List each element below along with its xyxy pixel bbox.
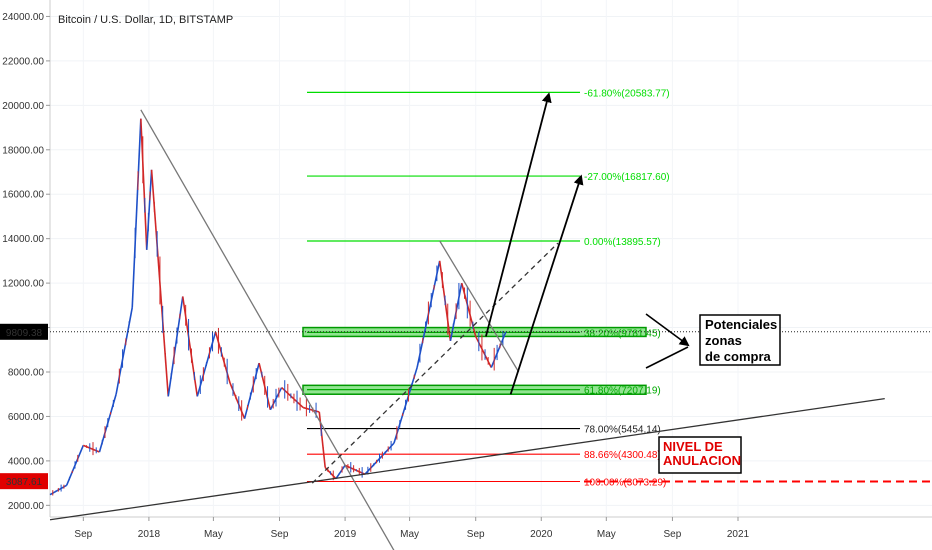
trendline: [49, 398, 885, 521]
x-tick-label: May: [204, 529, 223, 540]
price-segment: [302, 406, 320, 413]
price-tags: 9809.38 3087.61: [0, 323, 48, 490]
projection-arrow: [485, 92, 552, 337]
price-segment: [318, 411, 326, 468]
price-segment: [335, 464, 346, 480]
y-tick-label: 14000.00: [2, 234, 44, 245]
x-tick-label: Sep: [664, 529, 682, 540]
trendlines: [49, 92, 932, 550]
x-tick-label: May: [400, 529, 419, 540]
zones-arrow: [645, 313, 690, 347]
fib-label: 78.00%(5454.14): [584, 425, 661, 436]
x-tick-label: Sep: [74, 529, 92, 540]
y-tick-label: 18000.00: [2, 145, 44, 156]
low-price-tag-label: 3087.61: [6, 477, 43, 488]
fib-label: 0.00%(13895.57): [584, 237, 661, 248]
price-segment: [145, 169, 153, 250]
grid: [50, 0, 932, 517]
y-tick-label: 2000.00: [8, 501, 45, 512]
fib-label: 61.80%(7207.19): [584, 386, 661, 397]
x-axis: Sep 2018 May Sep 2019 May Sep 2020 May Sep 2021: [50, 516, 932, 540]
invalidation-note-text: ANULACION: [663, 453, 741, 468]
zones-note-box: [699, 314, 781, 366]
low-price-tag: [0, 473, 48, 490]
y-tick-label: 22000.00: [2, 56, 44, 67]
trendline: [140, 109, 395, 550]
x-tick-label: May: [597, 529, 616, 540]
y-tick-label: 6000.00: [8, 412, 45, 423]
price-segment: [229, 382, 246, 419]
fib-levels: -61.80%(20583.77) -27.00%(16817.60) 0.00%(…: [307, 88, 670, 488]
price-segment: [181, 296, 199, 397]
chart-title: Bitcoin / U.S. Dollar, 1D, BITSTAMP: [58, 14, 233, 26]
zones-note-text: zonas: [705, 333, 742, 348]
fib-label: 88.66%(4300.48): [584, 450, 661, 461]
x-tick-label: 2021: [727, 529, 750, 540]
price-segment: [214, 331, 231, 384]
price-segment: [243, 362, 260, 419]
current-price-tag: [0, 323, 48, 340]
x-tick-label: Sep: [467, 529, 485, 540]
fib-label: -27.00%(16817.60): [584, 172, 670, 183]
current-price-tag-label: 9809.38: [6, 328, 43, 339]
x-tick-label: 2019: [334, 529, 357, 540]
x-tick-label: Sep: [271, 529, 289, 540]
price-segment: [115, 307, 134, 395]
price-segment: [83, 444, 100, 453]
fib-label: 38.20%(9781.45): [584, 328, 661, 339]
y-tick-label: 8000.00: [8, 368, 45, 379]
projection-arrow: [509, 174, 584, 395]
y-axis: 24000.00 22000.00 20000.00 18000.00 16000.00…: [2, 0, 51, 517]
price-segment: [140, 118, 148, 250]
y-tick-label: 4000.00: [8, 456, 45, 467]
fib-label: 100.00%(3073.29): [584, 477, 666, 488]
y-tick-label: 20000.00: [2, 101, 44, 112]
y-tick-label: 12000.00: [2, 279, 44, 290]
zones-note-text: Potenciales: [705, 317, 777, 332]
y-tick-label: 16000.00: [2, 190, 44, 201]
zones-arrow: [645, 346, 689, 369]
price-segment: [281, 386, 304, 409]
invalidation-note-box: [658, 436, 742, 474]
trendline: [439, 240, 520, 373]
price-segment: [474, 336, 493, 368]
price-segment: [131, 118, 142, 308]
trendline: [311, 242, 559, 484]
x-tick-label: 2018: [138, 529, 161, 540]
invalidation-note-text: NIVEL DE: [663, 439, 723, 454]
x-tick-label: 2020: [530, 529, 553, 540]
y-tick-label: 24000.00: [2, 12, 44, 23]
price-segment: [167, 296, 184, 397]
price-series: [49, 118, 507, 496]
zones-note-text: de compra: [705, 349, 772, 364]
fib-label: -61.80%(20583.77): [584, 88, 670, 99]
